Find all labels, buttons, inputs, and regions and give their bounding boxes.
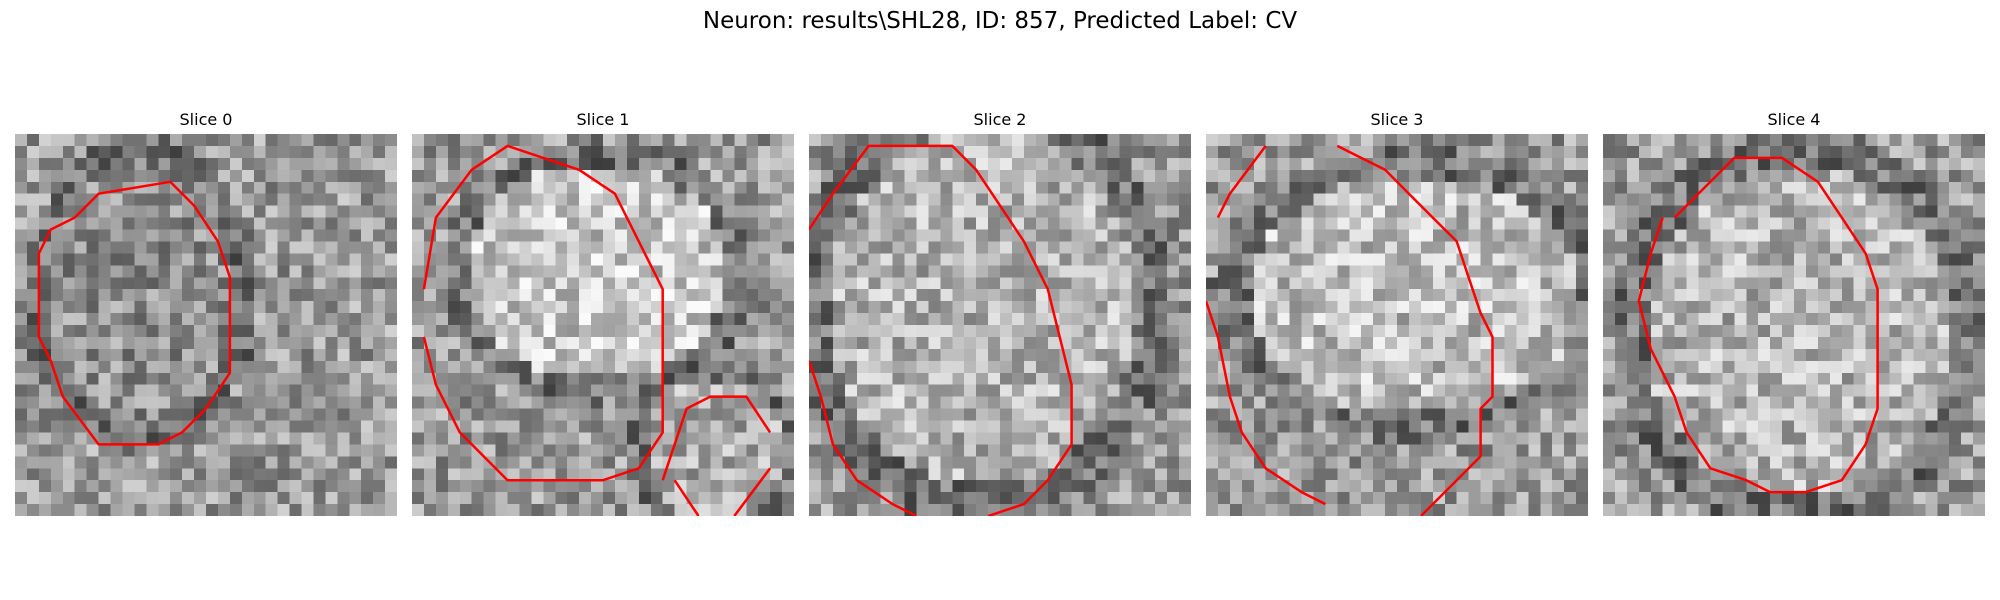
cell-contour	[733, 467, 772, 516]
slice-title: Slice 2	[973, 110, 1027, 129]
slice-image	[15, 134, 397, 516]
cell-contour	[37, 180, 232, 446]
slice-title: Slice 1	[576, 110, 630, 129]
slice-image	[809, 134, 1191, 516]
cell-contour	[809, 360, 917, 516]
figure-title: Neuron: results\SHL28, ID: 857, Predicte…	[702, 8, 1298, 34]
slice-image	[1206, 134, 1588, 516]
cell-contour	[422, 144, 664, 482]
cell-contour	[1336, 144, 1494, 516]
cell-contour	[1206, 300, 1326, 506]
slice-image	[412, 134, 794, 516]
cell-contour	[809, 144, 1073, 516]
cell-contour	[1637, 156, 1879, 494]
cell-contour	[661, 395, 772, 481]
slice-title: Slice 0	[179, 110, 233, 129]
cell-contour	[673, 479, 700, 516]
cell-contour	[1216, 145, 1267, 219]
slice-title: Slice 3	[1370, 110, 1424, 129]
slice-image	[1603, 134, 1985, 516]
slice-title: Slice 4	[1767, 110, 1821, 129]
